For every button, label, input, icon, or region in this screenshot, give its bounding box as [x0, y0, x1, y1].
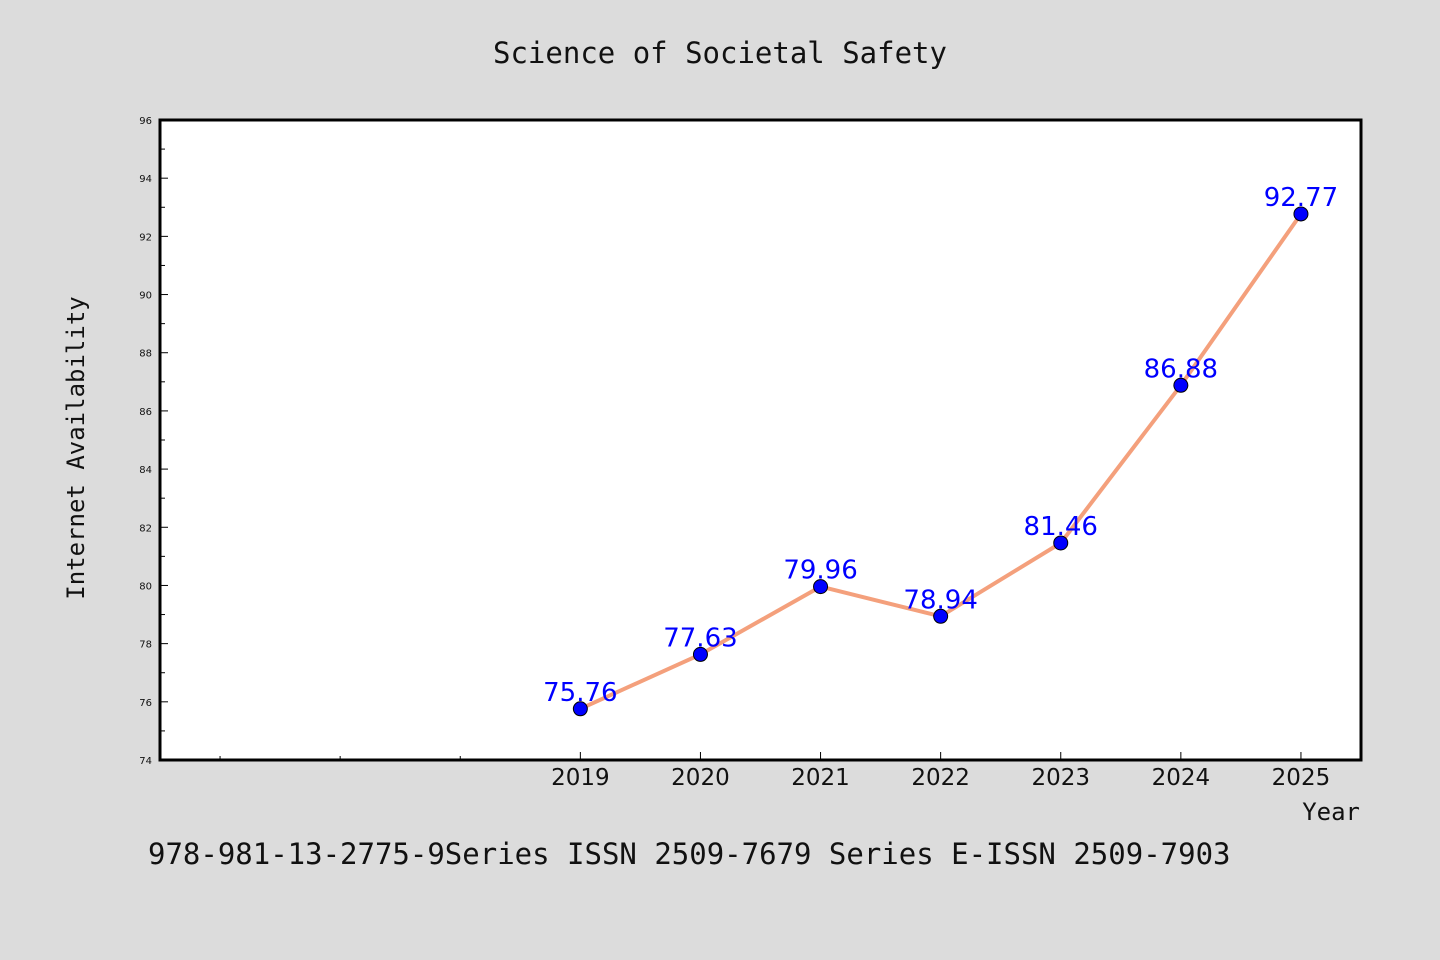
- data-label-layer: 75.76 77.63 79.96 78.94 81.46 86.88 92.77: [543, 183, 1338, 708]
- series-layer: [572, 206, 1309, 717]
- x-tick-label: 2024: [1152, 765, 1211, 791]
- data-label: 75.76: [543, 678, 617, 708]
- y-tick-label: 82: [139, 523, 152, 534]
- y-tick-label: 78: [139, 640, 152, 651]
- data-label: 81.46: [1024, 512, 1098, 542]
- y-axis: 74 76 78 80 82 84 86 88 90 92 94 96: [139, 116, 168, 767]
- x-tick-label: 2025: [1272, 765, 1331, 791]
- y-tick-label: 80: [139, 581, 152, 592]
- data-point-marker: [813, 579, 829, 595]
- data-point-marker: [1293, 206, 1309, 222]
- footer-isbn-issn: 978-981-13-2775-9Series ISSN 2509-7679 S…: [148, 837, 1231, 871]
- y-tick-label: 84: [139, 465, 152, 476]
- data-point-marker: [1173, 377, 1189, 393]
- data-label: 78.94: [903, 585, 977, 615]
- data-point-marker: [692, 646, 708, 662]
- data-label: 86.88: [1144, 354, 1218, 384]
- data-label: 77.63: [663, 623, 737, 653]
- x-tick-label: 2023: [1031, 765, 1090, 791]
- x-axis: 2019 2020 2021 2022 2023 2024 2025: [219, 752, 1331, 791]
- y-tick-label: 74: [139, 756, 152, 767]
- data-label: 79.96: [783, 556, 857, 586]
- data-point-marker: [933, 608, 949, 624]
- y-tick-label: 76: [139, 698, 152, 709]
- x-tick-label: 2019: [551, 765, 610, 791]
- y-axis-title: Internet Availability: [62, 296, 90, 599]
- x-tick-label: 2020: [671, 765, 730, 791]
- data-point-marker: [1053, 535, 1069, 551]
- y-tick-label: 94: [139, 174, 152, 185]
- y-tick-label: 92: [139, 232, 152, 243]
- y-tick-label: 88: [139, 349, 152, 360]
- data-point-marker: [572, 701, 588, 717]
- y-tick-label: 90: [139, 291, 152, 302]
- y-tick-label: 86: [139, 407, 152, 418]
- chart-title: Science of Societal Safety: [493, 36, 947, 70]
- data-label: 92.77: [1264, 183, 1338, 213]
- x-tick-label: 2022: [911, 765, 970, 791]
- y-tick-label: 96: [139, 116, 152, 127]
- x-tick-label: 2021: [791, 765, 850, 791]
- x-axis-title: Year: [1302, 798, 1360, 826]
- plot-area: [158, 118, 1363, 762]
